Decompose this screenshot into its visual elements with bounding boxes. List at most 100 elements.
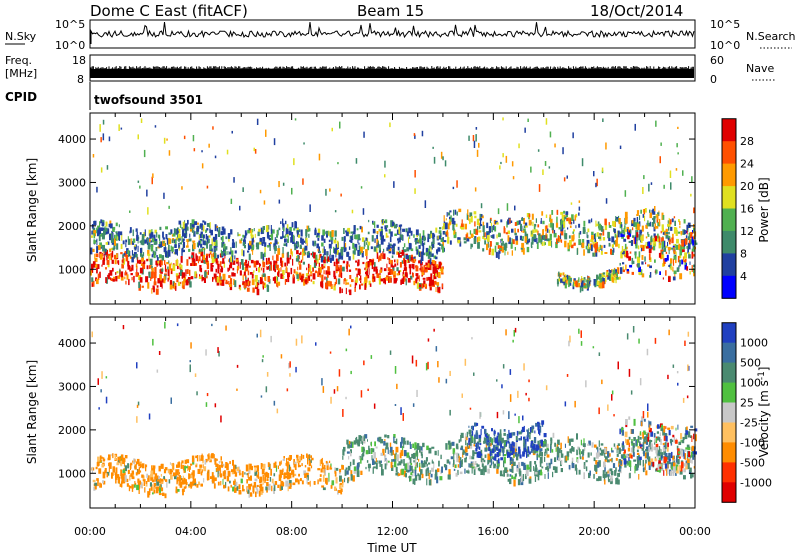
echo-cell <box>585 380 587 388</box>
echo-cell <box>611 457 613 463</box>
echo-cell <box>104 248 106 255</box>
echo-cell <box>213 454 215 459</box>
echo-cell <box>120 276 124 281</box>
echo-cell <box>267 462 270 467</box>
echo-cell <box>580 341 583 346</box>
echo-cell <box>479 218 482 225</box>
echo-cell <box>174 240 177 247</box>
echo-cell <box>455 472 458 477</box>
echo-cell <box>652 238 654 245</box>
echo-cell <box>550 437 553 441</box>
echo-cell <box>583 444 586 451</box>
echo-cell <box>405 254 409 260</box>
echo-cell <box>234 250 237 254</box>
echo-cell <box>657 222 661 227</box>
echo-cell <box>215 463 218 467</box>
echo-cell <box>486 243 489 251</box>
echo-cell <box>646 434 648 440</box>
echo-cell <box>205 235 209 240</box>
echo-cell <box>676 371 679 374</box>
echo-cell <box>479 224 483 227</box>
echo-cell <box>639 378 642 386</box>
echo-cell <box>406 440 409 445</box>
echo-cell <box>376 247 378 254</box>
echo-cell <box>220 481 222 486</box>
echo-cell <box>196 484 199 488</box>
echo-cell <box>363 240 366 247</box>
echo-cell <box>597 221 600 225</box>
echo-cell <box>360 275 362 281</box>
echo-cell <box>616 235 619 240</box>
echo-cell <box>251 246 254 250</box>
echo-cell <box>626 269 629 272</box>
echo-cell <box>461 219 463 224</box>
echo-cell <box>196 455 199 462</box>
echo-cell <box>381 469 384 476</box>
echo-cell <box>647 231 649 235</box>
echo-cell <box>572 282 574 287</box>
echo-cell <box>465 234 468 239</box>
echo-cell <box>203 248 205 255</box>
echo-cell <box>505 232 509 235</box>
echo-cell <box>655 448 658 455</box>
echo-cell <box>691 236 693 242</box>
echo-cell <box>322 254 325 260</box>
echo-cell <box>346 282 350 285</box>
echo-cell <box>546 228 549 233</box>
echo-cell <box>442 156 444 161</box>
echo-cell <box>299 246 302 249</box>
echo-cell <box>185 269 187 277</box>
echo-cell <box>447 212 451 216</box>
echo-cell <box>323 249 326 256</box>
echo-cell <box>174 473 177 480</box>
echo-cell <box>204 460 207 465</box>
echo-cell <box>496 468 499 474</box>
echo-cell <box>492 234 495 239</box>
echo-cell <box>166 262 169 265</box>
echo-cell <box>408 227 411 234</box>
echo-cell <box>442 231 446 235</box>
echo-cell <box>608 453 611 457</box>
echo-cell <box>408 264 412 269</box>
echo-cell <box>262 355 264 358</box>
echo-cell <box>534 471 538 475</box>
echo-cell <box>413 460 416 463</box>
echo-cell <box>648 248 652 254</box>
echo-cell <box>470 233 473 238</box>
echo-cell <box>685 430 689 435</box>
echo-cell <box>400 228 402 234</box>
echo-cell <box>372 228 376 234</box>
echo-cell <box>509 457 512 461</box>
echo-cell <box>673 216 676 219</box>
echo-cell <box>420 262 422 268</box>
echo-cell <box>424 200 427 208</box>
echo-cell <box>526 449 529 452</box>
echo-cell <box>568 235 571 239</box>
echo-cell <box>551 240 553 248</box>
echo-cell <box>504 467 508 473</box>
echo-cell <box>247 270 250 276</box>
echo-cell <box>498 232 501 238</box>
echo-cell <box>151 254 154 258</box>
echo-cell <box>516 430 519 436</box>
echo-cell <box>198 235 200 240</box>
echo-cell <box>670 462 673 469</box>
echo-cell <box>138 463 141 467</box>
y-tick-label: 1000 <box>58 467 86 480</box>
echo-cell <box>296 454 299 458</box>
echo-cell <box>285 462 287 466</box>
nsky-panel: N.Sky 10^5 10^0 10^5 10^0 N.Search <box>5 18 796 52</box>
echo-cell <box>569 277 571 283</box>
echo-cell <box>366 255 368 260</box>
echo-cell <box>649 209 651 213</box>
echo-cell <box>533 238 535 242</box>
echo-cell <box>653 446 656 451</box>
echo-cell <box>658 210 660 214</box>
echo-cell <box>356 439 360 445</box>
echo-cell <box>261 463 263 467</box>
echo-cell <box>629 472 631 479</box>
echo-cell <box>355 437 357 442</box>
echo-cell <box>569 218 572 225</box>
echo-cell <box>142 479 146 482</box>
echo-cell <box>544 474 546 479</box>
